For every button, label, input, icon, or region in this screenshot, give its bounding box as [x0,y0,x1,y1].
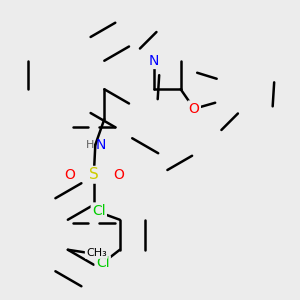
Text: O: O [113,168,124,182]
Text: Cl: Cl [96,256,110,270]
Text: N: N [95,138,106,152]
Text: S: S [89,167,99,182]
Text: Cl: Cl [92,204,106,218]
Text: O: O [64,168,75,182]
Text: CH₃: CH₃ [86,248,107,258]
Text: N: N [148,54,159,68]
Text: H: H [86,140,94,150]
Text: O: O [189,102,200,116]
